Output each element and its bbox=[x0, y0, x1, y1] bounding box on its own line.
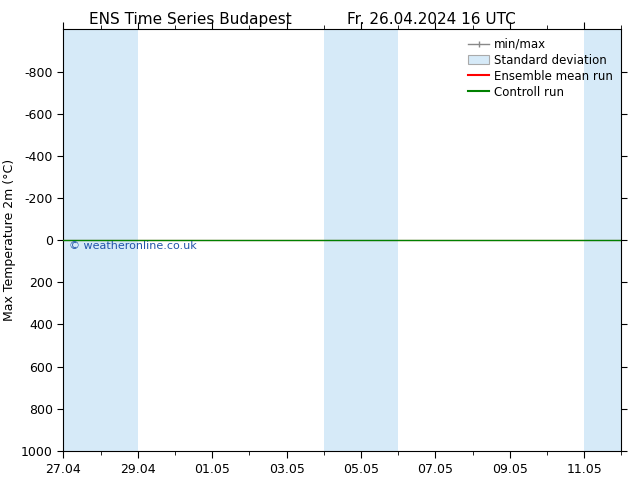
Text: Fr. 26.04.2024 16 UTC: Fr. 26.04.2024 16 UTC bbox=[347, 12, 515, 27]
Bar bbox=[584, 29, 621, 451]
Bar bbox=[101, 29, 138, 451]
Bar bbox=[63, 29, 101, 451]
Legend: min/max, Standard deviation, Ensemble mean run, Controll run: min/max, Standard deviation, Ensemble me… bbox=[466, 35, 616, 101]
Bar bbox=[324, 29, 361, 451]
Bar bbox=[361, 29, 398, 451]
Y-axis label: Max Temperature 2m (°C): Max Temperature 2m (°C) bbox=[3, 159, 16, 321]
Text: © weatheronline.co.uk: © weatheronline.co.uk bbox=[69, 242, 197, 251]
Text: ENS Time Series Budapest: ENS Time Series Budapest bbox=[89, 12, 292, 27]
